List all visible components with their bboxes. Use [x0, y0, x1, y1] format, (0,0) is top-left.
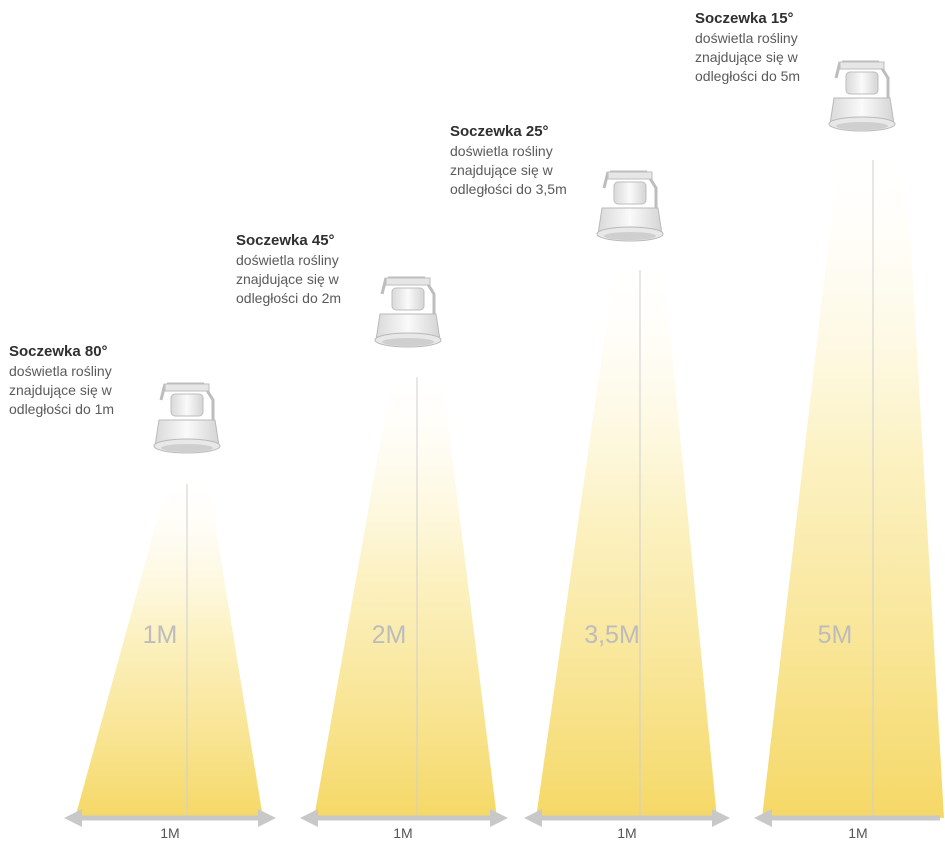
- lamp-group-15: 5M 1M: [754, 60, 944, 841]
- grow-lamp-icon-45: [374, 276, 442, 348]
- lens-title-15: Soczewka 15°: [695, 10, 794, 27]
- width-arrow-25: [524, 809, 730, 827]
- lamp-group-25: 3,5M 1M: [524, 170, 730, 841]
- width-label-80: 1M: [160, 825, 179, 841]
- distance-label-25: 3,5M: [584, 621, 640, 649]
- light-beam-45: [314, 375, 497, 818]
- lamp-group-45: 2M 1M: [300, 276, 508, 841]
- lens-line: znajdujące się w: [9, 382, 112, 398]
- width-arrow-80: [64, 809, 276, 827]
- lens-title-25: Soczewka 25°: [450, 123, 549, 140]
- lens-line: znajdujące się w: [695, 49, 798, 65]
- lens-line: znajdujące się w: [450, 162, 553, 178]
- width-label-25: 1M: [617, 825, 636, 841]
- lens-line: znajdujące się w: [236, 271, 339, 287]
- light-beam-15: [762, 160, 944, 818]
- grow-lamp-icon-25: [596, 170, 664, 242]
- lens-line: odległości do 5m: [695, 68, 801, 84]
- lens-line: doświetla rośliny: [450, 143, 553, 159]
- grow-lamp-icon-80: [153, 382, 221, 454]
- width-label-45: 1M: [393, 825, 412, 841]
- light-beam-80: [75, 480, 263, 818]
- lens-line: doświetla rośliny: [236, 252, 339, 268]
- light-beam-25: [536, 270, 717, 818]
- width-label-15: 1M: [848, 825, 867, 841]
- lens-line: odległości do 3,5m: [450, 181, 567, 197]
- lens-line: doświetla rośliny: [9, 363, 112, 379]
- lens-line: doświetla rośliny: [695, 30, 798, 46]
- caption-15: Soczewka 15° doświetla rośliny znajdując…: [695, 9, 800, 86]
- distance-label-80: 1M: [143, 621, 178, 649]
- caption-45: Soczewka 45° doświetla rośliny znajdując…: [236, 231, 341, 308]
- grow-lamp-icon-15: [828, 60, 896, 132]
- lens-title-80: Soczewka 80°: [9, 343, 108, 360]
- lens-line: odległości do 2m: [236, 290, 342, 306]
- caption-80: Soczewka 80° doświetla rośliny znajdując…: [9, 342, 114, 419]
- width-arrow-15: [754, 809, 940, 827]
- lens-line: odległości do 1m: [9, 401, 115, 417]
- lens-title-45: Soczewka 45°: [236, 232, 335, 249]
- distance-label-45: 2M: [372, 621, 407, 649]
- caption-25: Soczewka 25° doświetla rośliny znajdując…: [450, 122, 567, 199]
- distance-label-15: 5M: [818, 621, 853, 649]
- width-arrow-45: [300, 809, 508, 827]
- lamp-group-80: 1M 1M: [64, 382, 276, 841]
